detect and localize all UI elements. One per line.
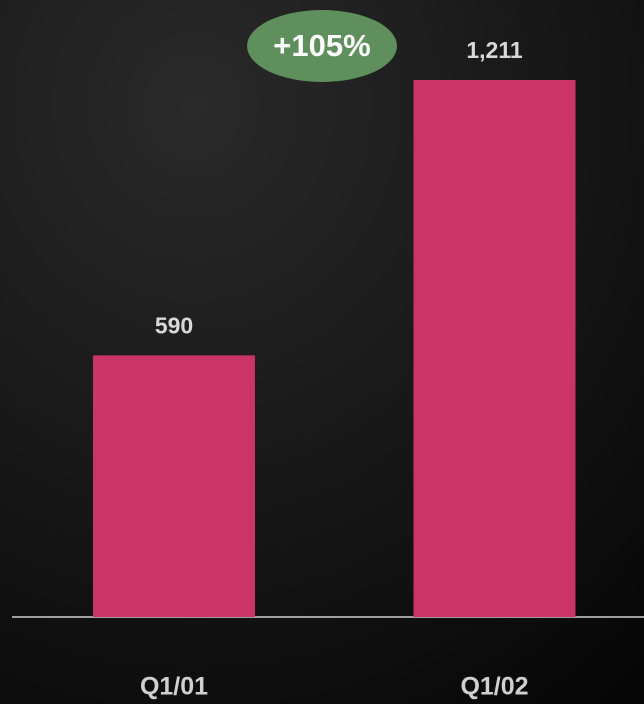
x-tick-label: Q1/01 — [140, 673, 208, 701]
bar — [413, 80, 576, 617]
annotation-badge — [247, 10, 397, 82]
x-tick-label: Q1/02 — [460, 673, 528, 701]
bar — [93, 355, 255, 617]
annotation: +105% — [273, 28, 370, 63]
value-label: 590 — [155, 312, 193, 338]
value-label: 1,211 — [466, 37, 522, 63]
